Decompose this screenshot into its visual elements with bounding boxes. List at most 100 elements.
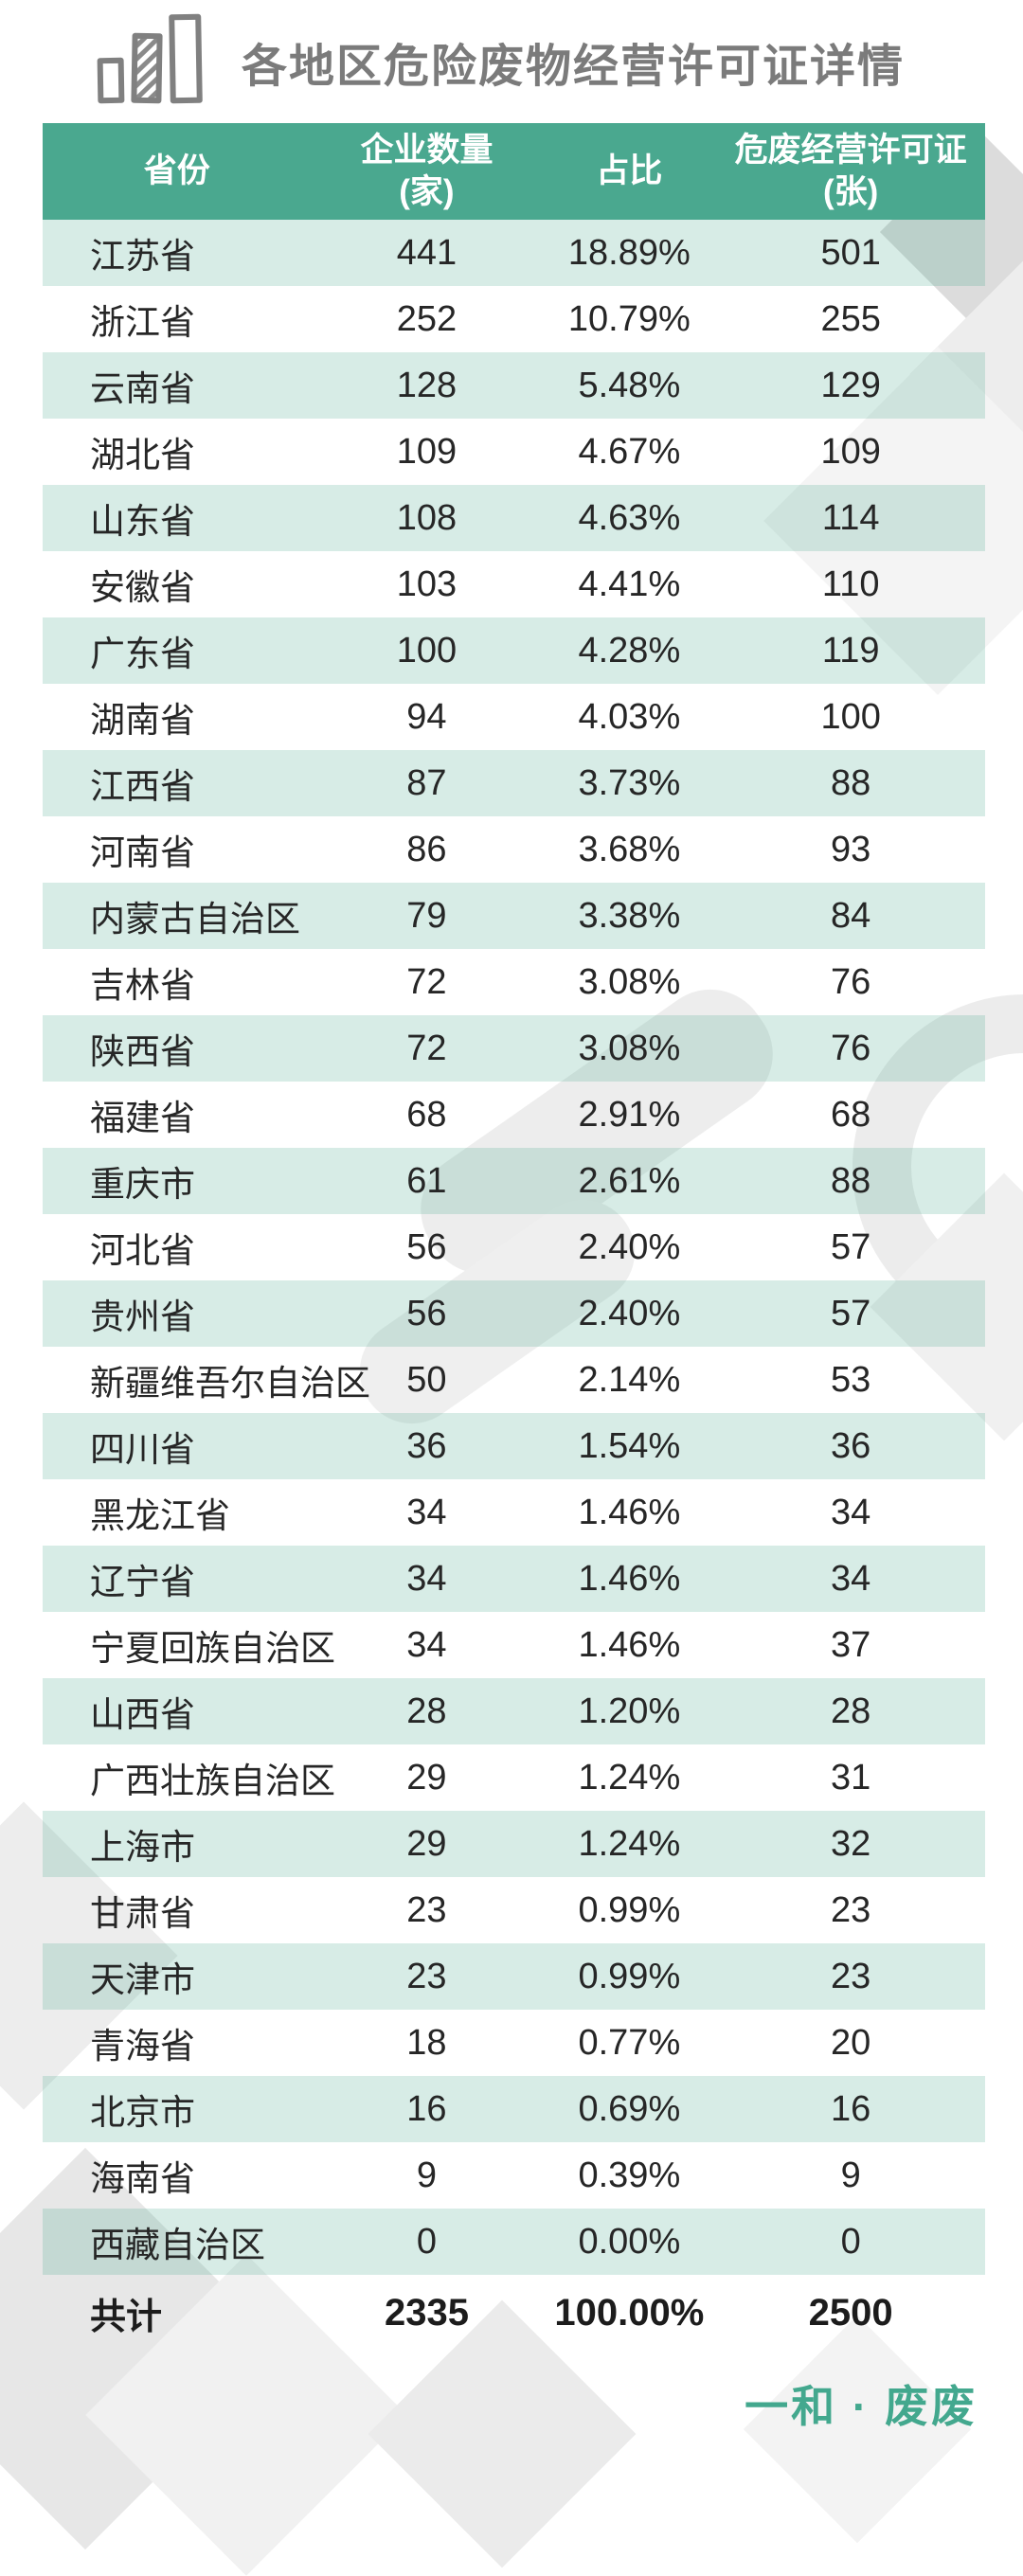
cell-companies: 23 xyxy=(406,1889,447,1930)
cell-share: 1.46% xyxy=(578,1492,681,1532)
cell-companies: 0 xyxy=(416,2221,438,2262)
cell-share: 3.73% xyxy=(578,762,681,803)
table-row: 甘肃省 23 0.99% 23 xyxy=(43,1877,985,1943)
cell-permits: 88 xyxy=(831,1160,871,1201)
table-row: 广西壮族自治区 29 1.24% 31 xyxy=(43,1744,985,1811)
cell-share: 0.69% xyxy=(578,2088,681,2129)
table-row: 上海市 29 1.24% 32 xyxy=(43,1811,985,1877)
table-row: 福建省 68 2.91% 68 xyxy=(43,1082,985,1148)
header-province: 省份 xyxy=(143,152,210,190)
brand-logo-text: 一和 · 废废 xyxy=(745,2382,978,2431)
cell-share: 2.40% xyxy=(578,1226,681,1267)
cell-province: 海南省 xyxy=(90,2159,195,2198)
cell-permits: 9 xyxy=(840,2155,861,2195)
cell-companies: 36 xyxy=(406,1425,447,1466)
cell-companies: 61 xyxy=(406,1160,447,1201)
cell-permits: 53 xyxy=(831,1359,871,1400)
cell-companies: 109 xyxy=(396,431,458,472)
cell-share: 3.68% xyxy=(578,829,681,869)
cell-permits: 32 xyxy=(831,1823,871,1864)
table-row: 四川省 36 1.54% 36 xyxy=(43,1413,985,1479)
cell-permits: 129 xyxy=(820,365,881,405)
cell-province: 福建省 xyxy=(90,1099,195,1137)
cell-share: 3.08% xyxy=(578,1028,681,1068)
table-row: 天津市 23 0.99% 23 xyxy=(43,1943,985,2010)
cell-companies: 103 xyxy=(396,564,458,604)
cell-province: 北京市 xyxy=(90,2093,195,2132)
cell-share: 2.40% xyxy=(578,1293,681,1333)
cell-permits: 100 xyxy=(820,696,881,737)
table-row: 辽宁省 34 1.46% 34 xyxy=(43,1546,985,1612)
table-row: 贵州省 56 2.40% 57 xyxy=(43,1280,985,1347)
cell-companies: 72 xyxy=(406,961,447,1002)
cell-permits: 57 xyxy=(831,1226,871,1267)
cell-companies: 87 xyxy=(406,762,447,803)
cell-share: 0.77% xyxy=(578,2022,681,2063)
cell-companies: 94 xyxy=(406,696,447,737)
cell-permits: 255 xyxy=(820,298,881,339)
cell-share: 1.54% xyxy=(578,1425,681,1466)
cell-permits: 0 xyxy=(840,2221,861,2262)
cell-permits: 34 xyxy=(831,1492,871,1532)
cell-province: 安徽省 xyxy=(90,568,195,607)
cell-permits: 110 xyxy=(821,564,880,604)
cell-permits: 16 xyxy=(831,2088,871,2129)
cell-province: 河南省 xyxy=(90,833,195,872)
cell-province: 新疆维吾尔自治区 xyxy=(90,1364,370,1403)
cell-permits: 76 xyxy=(831,961,871,1002)
table-row: 江西省 87 3.73% 88 xyxy=(43,750,985,816)
cell-permits: 31 xyxy=(831,1757,871,1798)
cell-province: 四川省 xyxy=(90,1430,195,1469)
cell-permits: 36 xyxy=(831,1425,871,1466)
cell-companies: 50 xyxy=(406,1359,447,1400)
table-header-row: 省份 企业数量 (家) 占比 危废经营许可证 (张) xyxy=(43,123,985,220)
table-row: 安徽省 103 4.41% 110 xyxy=(43,551,985,617)
table-row: 山西省 28 1.20% 28 xyxy=(43,1678,985,1744)
table-row: 河南省 86 3.68% 93 xyxy=(43,816,985,883)
cell-share: 2.91% xyxy=(578,1094,681,1135)
bar-chart-icon xyxy=(97,13,203,104)
cell-share: 0.00% xyxy=(578,2221,681,2262)
table-row: 广东省 100 4.28% 119 xyxy=(43,617,985,684)
table-row: 湖北省 109 4.67% 109 xyxy=(43,419,985,485)
cell-province: 西藏自治区 xyxy=(90,2226,265,2264)
cell-permits: 119 xyxy=(821,630,880,671)
table-row: 山东省 108 4.63% 114 xyxy=(43,485,985,551)
table-row: 陕西省 72 3.08% 76 xyxy=(43,1015,985,1082)
cell-province: 宁夏回族自治区 xyxy=(90,1629,335,1668)
table-row: 湖南省 94 4.03% 100 xyxy=(43,684,985,750)
cell-province: 上海市 xyxy=(90,1828,195,1867)
cell-companies: 100 xyxy=(396,630,458,671)
cell-share: 3.38% xyxy=(578,895,681,936)
cell-province: 山东省 xyxy=(90,502,195,541)
table-row: 北京市 16 0.69% 16 xyxy=(43,2076,985,2142)
cell-share: 4.63% xyxy=(578,497,681,538)
cell-permits: 501 xyxy=(820,232,881,273)
permits-table: 省份 企业数量 (家) 占比 危废经营许可证 (张) 江苏省 441 18.89… xyxy=(43,123,985,2351)
header-share: 占比 xyxy=(596,152,663,190)
cell-permits: 93 xyxy=(831,829,871,869)
cell-province: 贵州省 xyxy=(90,1297,195,1336)
total-permits: 2500 xyxy=(808,2291,893,2334)
page-title: 各地区危险废物经营许可证详情 xyxy=(242,42,906,92)
cell-share: 4.41% xyxy=(578,564,681,604)
table-row: 重庆市 61 2.61% 88 xyxy=(43,1148,985,1214)
table-row: 吉林省 72 3.08% 76 xyxy=(43,949,985,1015)
cell-companies: 34 xyxy=(406,1492,447,1532)
table-body: 江苏省 441 18.89% 501 浙江省 252 10.79% 255 云南… xyxy=(43,220,985,2275)
cell-share: 1.46% xyxy=(578,1624,681,1665)
cell-companies: 441 xyxy=(396,232,458,273)
cell-permits: 109 xyxy=(820,431,881,472)
table-row: 青海省 18 0.77% 20 xyxy=(43,2010,985,2076)
cell-province: 浙江省 xyxy=(90,303,195,342)
cell-share: 1.24% xyxy=(578,1823,681,1864)
cell-province: 广西壮族自治区 xyxy=(90,1762,335,1800)
title-bar: 各地区危险废物经营许可证详情 xyxy=(0,0,1023,123)
cell-permits: 28 xyxy=(831,1690,871,1731)
table-total-row: 共计 2335 100.00% 2500 xyxy=(43,2275,985,2351)
total-share: 100.00% xyxy=(554,2291,705,2334)
cell-share: 4.03% xyxy=(578,696,681,737)
cell-companies: 23 xyxy=(406,1956,447,1996)
cell-companies: 34 xyxy=(406,1558,447,1599)
cell-companies: 79 xyxy=(406,895,447,936)
